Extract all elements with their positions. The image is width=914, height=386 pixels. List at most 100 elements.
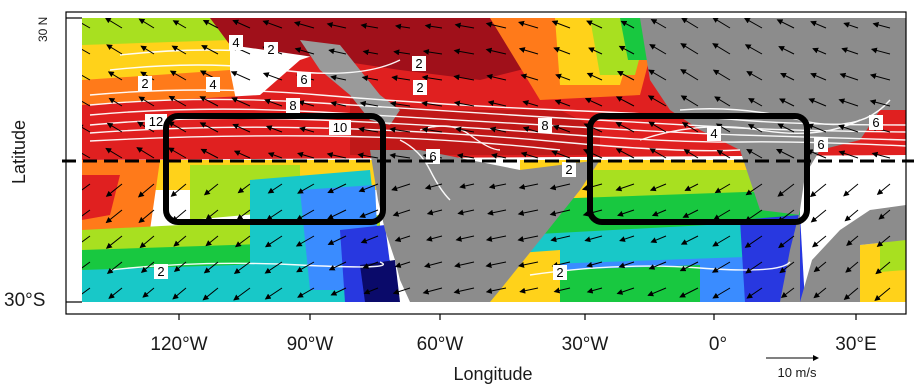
wind-vector (486, 73, 507, 81)
wind-vector (107, 71, 123, 81)
wind-vector (82, 48, 91, 55)
wind-vector (421, 74, 443, 81)
wind-vector (681, 122, 699, 133)
wind-vector (453, 48, 475, 55)
wind-vector (648, 121, 667, 133)
svg-text:4: 4 (209, 77, 216, 92)
wind-vector (744, 235, 763, 248)
svg-text:2: 2 (141, 76, 148, 91)
wind-vector (421, 100, 443, 107)
wind-vector (647, 287, 667, 297)
wind-vector (326, 22, 347, 29)
svg-text:2: 2 (416, 80, 423, 95)
map-plot-area: 4 2 6 2 2 4 8 2 12 10 8 6 4 6 6 2 2 2 (82, 18, 906, 302)
wind-vector (553, 287, 571, 294)
wind-vector (232, 123, 251, 133)
wind-vector (202, 287, 219, 301)
lon-tick-label: 90°W (287, 334, 334, 355)
wind-vector (876, 183, 891, 195)
wind-vector (138, 209, 155, 224)
region-box-eastern-pacific (163, 113, 386, 225)
wind-vector (105, 183, 123, 197)
lon-tick-marks (178, 314, 857, 320)
wind-vector (518, 47, 539, 55)
wind-vector (138, 96, 155, 107)
wind-vector (485, 21, 507, 29)
wind-vector (358, 183, 379, 193)
wind-vector (82, 152, 91, 159)
wind-vector (326, 152, 347, 159)
wind-vector (520, 151, 539, 159)
wind-vector (233, 261, 251, 274)
wind-vector (392, 209, 411, 217)
wind-vector (712, 287, 731, 299)
wind-vector (264, 261, 283, 274)
wind-vector (715, 123, 731, 133)
svg-text:4: 4 (710, 126, 717, 141)
svg-text:12: 12 (149, 114, 163, 129)
wind-vector (205, 209, 219, 221)
wind-vector (426, 235, 443, 242)
wind-vector (232, 19, 251, 29)
wind-vector (327, 183, 347, 194)
wind-vector (588, 47, 603, 55)
wind-vector (424, 261, 443, 269)
wind-vector (138, 18, 155, 29)
wind-vector (745, 261, 763, 274)
wind-vector (108, 287, 123, 299)
wind-vector (712, 69, 731, 81)
wind-vector (201, 45, 219, 55)
wind-vector (878, 209, 891, 220)
wind-vector (551, 20, 571, 29)
wind-vector (266, 209, 283, 221)
contour-label: 4 (707, 126, 721, 141)
wind-vector (393, 49, 411, 56)
wind-vector (173, 235, 187, 247)
wind-vector (421, 126, 443, 133)
wind-vector (82, 74, 91, 81)
wind-vector (328, 48, 347, 55)
wind-vector (297, 151, 315, 159)
svg-text:8: 8 (541, 118, 548, 133)
wind-vector (680, 43, 699, 55)
wind-vector (358, 126, 379, 133)
wind-vector (810, 209, 827, 223)
wind-vector (780, 287, 795, 299)
wind-vector (167, 147, 187, 159)
contour-label: 6 (297, 72, 311, 87)
wind-vector (203, 183, 219, 196)
wind-vector (810, 72, 827, 81)
wind-vector (454, 22, 475, 29)
wind-vector (713, 209, 731, 221)
contour-label: 2 (412, 56, 426, 71)
wind-vector (810, 20, 827, 29)
wind-vector (234, 235, 251, 248)
lon-tick-label: 30°E (835, 334, 876, 355)
wind-vector (845, 261, 859, 273)
contour-label: 4 (206, 77, 220, 92)
wind-vector (778, 235, 795, 249)
wind-vector (391, 75, 411, 82)
x-axis-label: Longitude (453, 364, 532, 384)
wind-vector (262, 72, 283, 81)
wind-vector (617, 209, 635, 217)
svg-text:6: 6 (872, 115, 879, 130)
vector-scale-label: 10 m/s (777, 365, 817, 380)
wind-vector (518, 261, 539, 268)
wind-vector (142, 287, 155, 298)
wind-vector (105, 209, 123, 224)
wind-vector (839, 72, 859, 81)
wind-vector (843, 287, 859, 301)
vector-scale-legend: 10 m/s (766, 355, 819, 380)
wind-vector (809, 183, 827, 198)
wind-vector (522, 100, 539, 107)
wind-vector (485, 47, 507, 55)
wind-vector (679, 261, 699, 272)
contour-label: 2 (154, 264, 168, 279)
wind-vector (874, 287, 891, 302)
wind-vector (618, 45, 635, 55)
wind-vector (555, 73, 571, 81)
contour-label: 4 (229, 35, 243, 50)
wind-vector (199, 96, 219, 107)
wind-vector (395, 23, 411, 30)
